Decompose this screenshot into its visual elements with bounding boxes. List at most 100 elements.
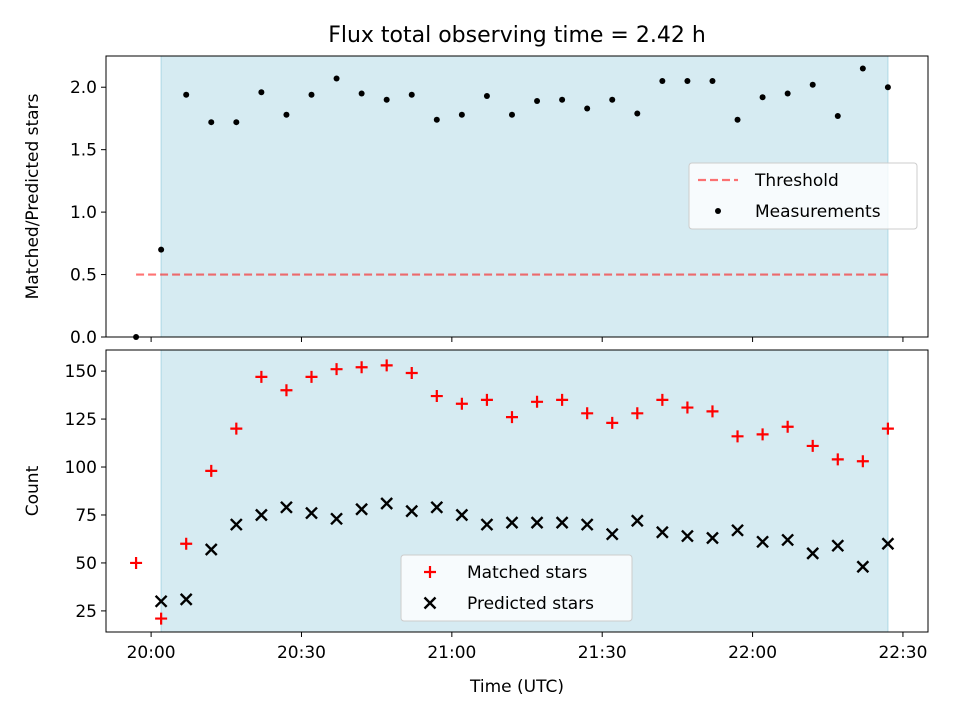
matched-star-point	[656, 393, 669, 406]
predicted-star-point	[179, 593, 193, 606]
legend-matched-swatch	[424, 566, 436, 578]
matched-star-point	[355, 361, 368, 374]
predicted-star-point	[605, 527, 619, 541]
measurement-point	[759, 94, 766, 101]
legend-label: Predicted stars	[467, 594, 594, 614]
y-tick-label: 25	[75, 602, 97, 622]
legend-box	[688, 162, 918, 230]
matched-star-point	[230, 422, 243, 435]
predicted-star-point	[781, 533, 795, 547]
predicted-star-point	[505, 516, 519, 530]
matched-star-point	[606, 416, 619, 429]
measurement-point	[634, 110, 641, 117]
matched-star-point	[505, 411, 518, 424]
predicted-star-point	[154, 594, 168, 608]
measurement-point	[609, 96, 616, 103]
measurement-point	[458, 111, 465, 118]
predicted-star-point	[756, 535, 769, 549]
measurement-point	[258, 89, 265, 96]
matched-star-point	[581, 407, 594, 420]
predicted-star-point	[455, 508, 469, 522]
legend-box	[400, 554, 633, 622]
measurement-point	[859, 65, 866, 72]
measurement-point	[584, 105, 591, 112]
matched-star-point	[330, 363, 343, 376]
y-tick-label: 150	[65, 362, 97, 382]
legend-predicted-swatch	[423, 596, 437, 610]
y-tick-label: 1.0	[70, 203, 97, 223]
matched-star-point	[856, 455, 869, 468]
predicted-star-point	[430, 500, 444, 514]
matched-star-point	[681, 401, 694, 414]
measurement-point	[684, 77, 691, 84]
predicted-star-point	[831, 539, 845, 553]
x-tick-label: 22:30	[878, 643, 927, 663]
matched-star-point	[205, 464, 218, 477]
predicted-star-point	[330, 512, 343, 526]
matched-star-point	[305, 370, 318, 383]
legend-label: Matched stars	[467, 563, 587, 583]
measurement-point	[559, 96, 566, 103]
y-axis-label: Matched/Predicted stars	[23, 93, 43, 299]
measurement-point	[834, 112, 841, 119]
matched-star-point	[155, 612, 168, 625]
measurement-point	[358, 90, 365, 97]
measurement-point	[308, 91, 315, 98]
legend-label: Measurements	[755, 202, 881, 222]
legend: Threshold Measurements	[688, 162, 918, 230]
matched-star-point	[731, 430, 744, 443]
measurement-point	[784, 90, 791, 97]
measurement-point	[709, 77, 716, 84]
y-tick-label: 50	[75, 554, 97, 574]
predicted-star-point	[681, 529, 694, 543]
predicted-star-point	[731, 523, 744, 537]
matched-star-point	[631, 407, 644, 420]
measurement-point	[508, 111, 515, 118]
predicted-star-point	[856, 560, 870, 574]
matched-star-point	[130, 556, 143, 569]
y-tick-label: 0.5	[70, 266, 97, 286]
measurement-point	[283, 111, 290, 118]
x-tick-label: 21:30	[578, 643, 627, 663]
predicted-star-point	[280, 500, 293, 514]
count-panel: 25 50 75 100 125 150 20:00 20:30 21:00 21:30 22:00…	[23, 349, 929, 697]
predicted-star-point	[305, 506, 318, 520]
predicted-star-point	[229, 518, 243, 531]
legend: Matched stars Predicted stars	[400, 554, 633, 622]
measurement-point	[383, 96, 390, 103]
y-tick-label: 100	[65, 458, 97, 478]
matched-star-point	[255, 370, 268, 383]
axes-frame	[105, 349, 929, 633]
predicted-star-point	[806, 546, 820, 560]
predicted-star-point	[530, 516, 544, 530]
predicted-star-point	[204, 543, 218, 556]
predicted-star-point	[630, 514, 644, 528]
matched-star-point	[781, 420, 794, 433]
matched-star-point	[405, 367, 418, 380]
legend-measurement-swatch	[715, 208, 721, 214]
matched-star-point	[280, 384, 293, 397]
matched-star-point	[480, 393, 493, 406]
matched-star-point	[531, 395, 544, 408]
measurement-point	[534, 97, 541, 104]
predicted-star-point	[380, 497, 394, 510]
axes-frame	[105, 55, 929, 338]
measurement-point	[183, 91, 190, 98]
y-axis-label: Count	[23, 465, 43, 516]
matched-star-point	[706, 405, 719, 418]
measurement-point	[809, 81, 816, 88]
predicted-star-point	[480, 518, 494, 531]
y-tick-label: 2.0	[70, 78, 97, 98]
matched-star-point	[831, 453, 844, 466]
matched-star-point	[430, 390, 443, 403]
measurement-point	[734, 116, 741, 123]
predicted-star-point	[355, 502, 368, 516]
matched-star-point	[556, 393, 569, 406]
y-tick-label: 125	[65, 410, 97, 430]
matched-star-point	[180, 537, 193, 550]
measurement-point	[408, 91, 415, 98]
x-tick-label: 22:00	[728, 643, 777, 663]
chart-title: Flux total observing time = 2.42 h	[328, 23, 706, 48]
matched-star-point	[881, 422, 894, 435]
